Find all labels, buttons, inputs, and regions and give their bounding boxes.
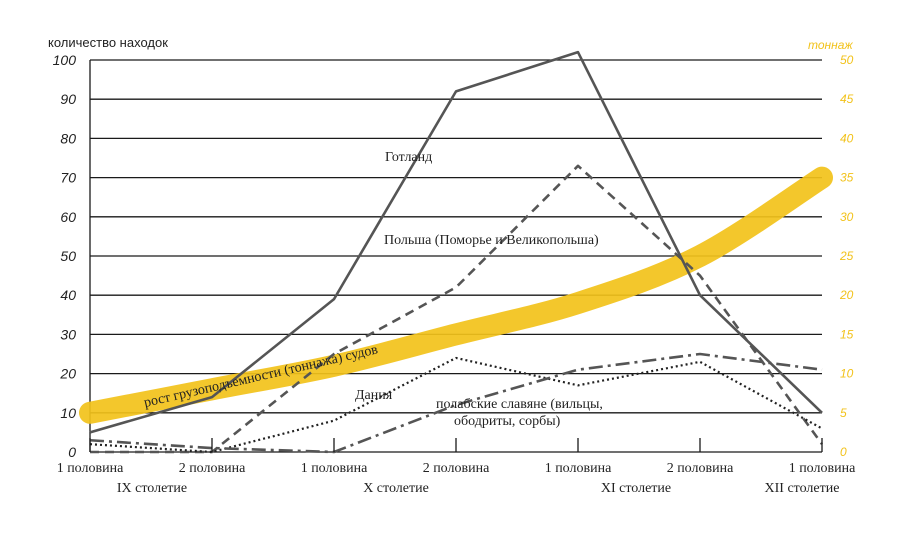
x-tick-label-5: 2 половина [667, 461, 734, 476]
series-line-3 [89, 352, 823, 454]
group-label-xi: XI столетие [601, 481, 671, 496]
y-tick-right-15: 15 [840, 327, 854, 341]
group-label-xii: XII столетие [765, 481, 840, 496]
series-line-2 [89, 356, 823, 454]
series-line-0 [89, 50, 823, 434]
y-tick-right-40: 40 [840, 131, 854, 145]
y-tick-left-40: 40 [60, 287, 76, 303]
group-label-x: X столетие [363, 481, 429, 496]
y-axis-right-title: тоннаж [808, 38, 853, 52]
y-tick-left-90: 90 [60, 91, 76, 107]
y-tick-right-45: 45 [840, 92, 854, 106]
x-tick-label-1: 2 половина [179, 461, 246, 476]
series-label-2: Дания [355, 388, 393, 403]
y-tick-right-50: 50 [840, 53, 854, 67]
y-tick-right-5: 5 [840, 406, 847, 420]
y-tick-right-30: 30 [840, 210, 854, 224]
x-tick-label-4: 1 половина [545, 461, 612, 476]
y-tick-right-0: 0 [840, 445, 847, 459]
y-axis-left-ticks: 0 10 20 30 40 50 60 70 80 90 100 [53, 52, 77, 460]
x-tick-label-3: 2 половина [423, 461, 490, 476]
x-tick-label-6: 1 половина [789, 461, 856, 476]
y-tick-left-80: 80 [60, 130, 76, 146]
x-axis-ticks: 1 половина 2 половина 1 половина 2 половина… [57, 438, 856, 476]
group-label-ix: IX столетие [117, 481, 187, 496]
y-tick-right-25: 25 [839, 249, 854, 263]
series-label-0: Готланд [385, 150, 432, 165]
series-band-tonnage [79, 166, 833, 424]
series-label-3-line2: ободриты, сорбы) [454, 414, 561, 429]
series-label-1: Польша (Поморье и Великопольша) [384, 233, 599, 248]
y-tick-left-10: 10 [60, 405, 76, 421]
series-label-3-line1: полабские славяне (вильцы, [436, 397, 603, 412]
y-tick-right-10: 10 [840, 367, 854, 381]
y-axis-left-title: количество находок [48, 35, 168, 50]
y-tick-left-60: 60 [60, 209, 76, 225]
x-tick-label-2: 1 половина [301, 461, 368, 476]
x-tick-label-0: 1 половина [57, 461, 124, 476]
y-tick-left-50: 50 [60, 248, 76, 264]
tonnage-band [79, 166, 833, 424]
y-tick-right-20: 20 [839, 288, 854, 302]
gridlines [89, 59, 822, 453]
y-tick-right-35: 35 [840, 171, 854, 185]
series-labels: Готланд Польша (Поморье и Великопольша) Да… [143, 150, 603, 429]
y-tick-left-0: 0 [68, 444, 76, 460]
y-axis-right-ticks: 0 5 10 15 20 25 30 35 40 45 50 [839, 53, 854, 459]
y-tick-left-30: 30 [60, 326, 76, 342]
series-label-4: рост грузоподъемности (тоннажа) судов [143, 342, 380, 411]
y-tick-left-20: 20 [59, 366, 76, 382]
y-tick-left-100: 100 [53, 52, 77, 68]
y-tick-left-70: 70 [60, 170, 76, 186]
